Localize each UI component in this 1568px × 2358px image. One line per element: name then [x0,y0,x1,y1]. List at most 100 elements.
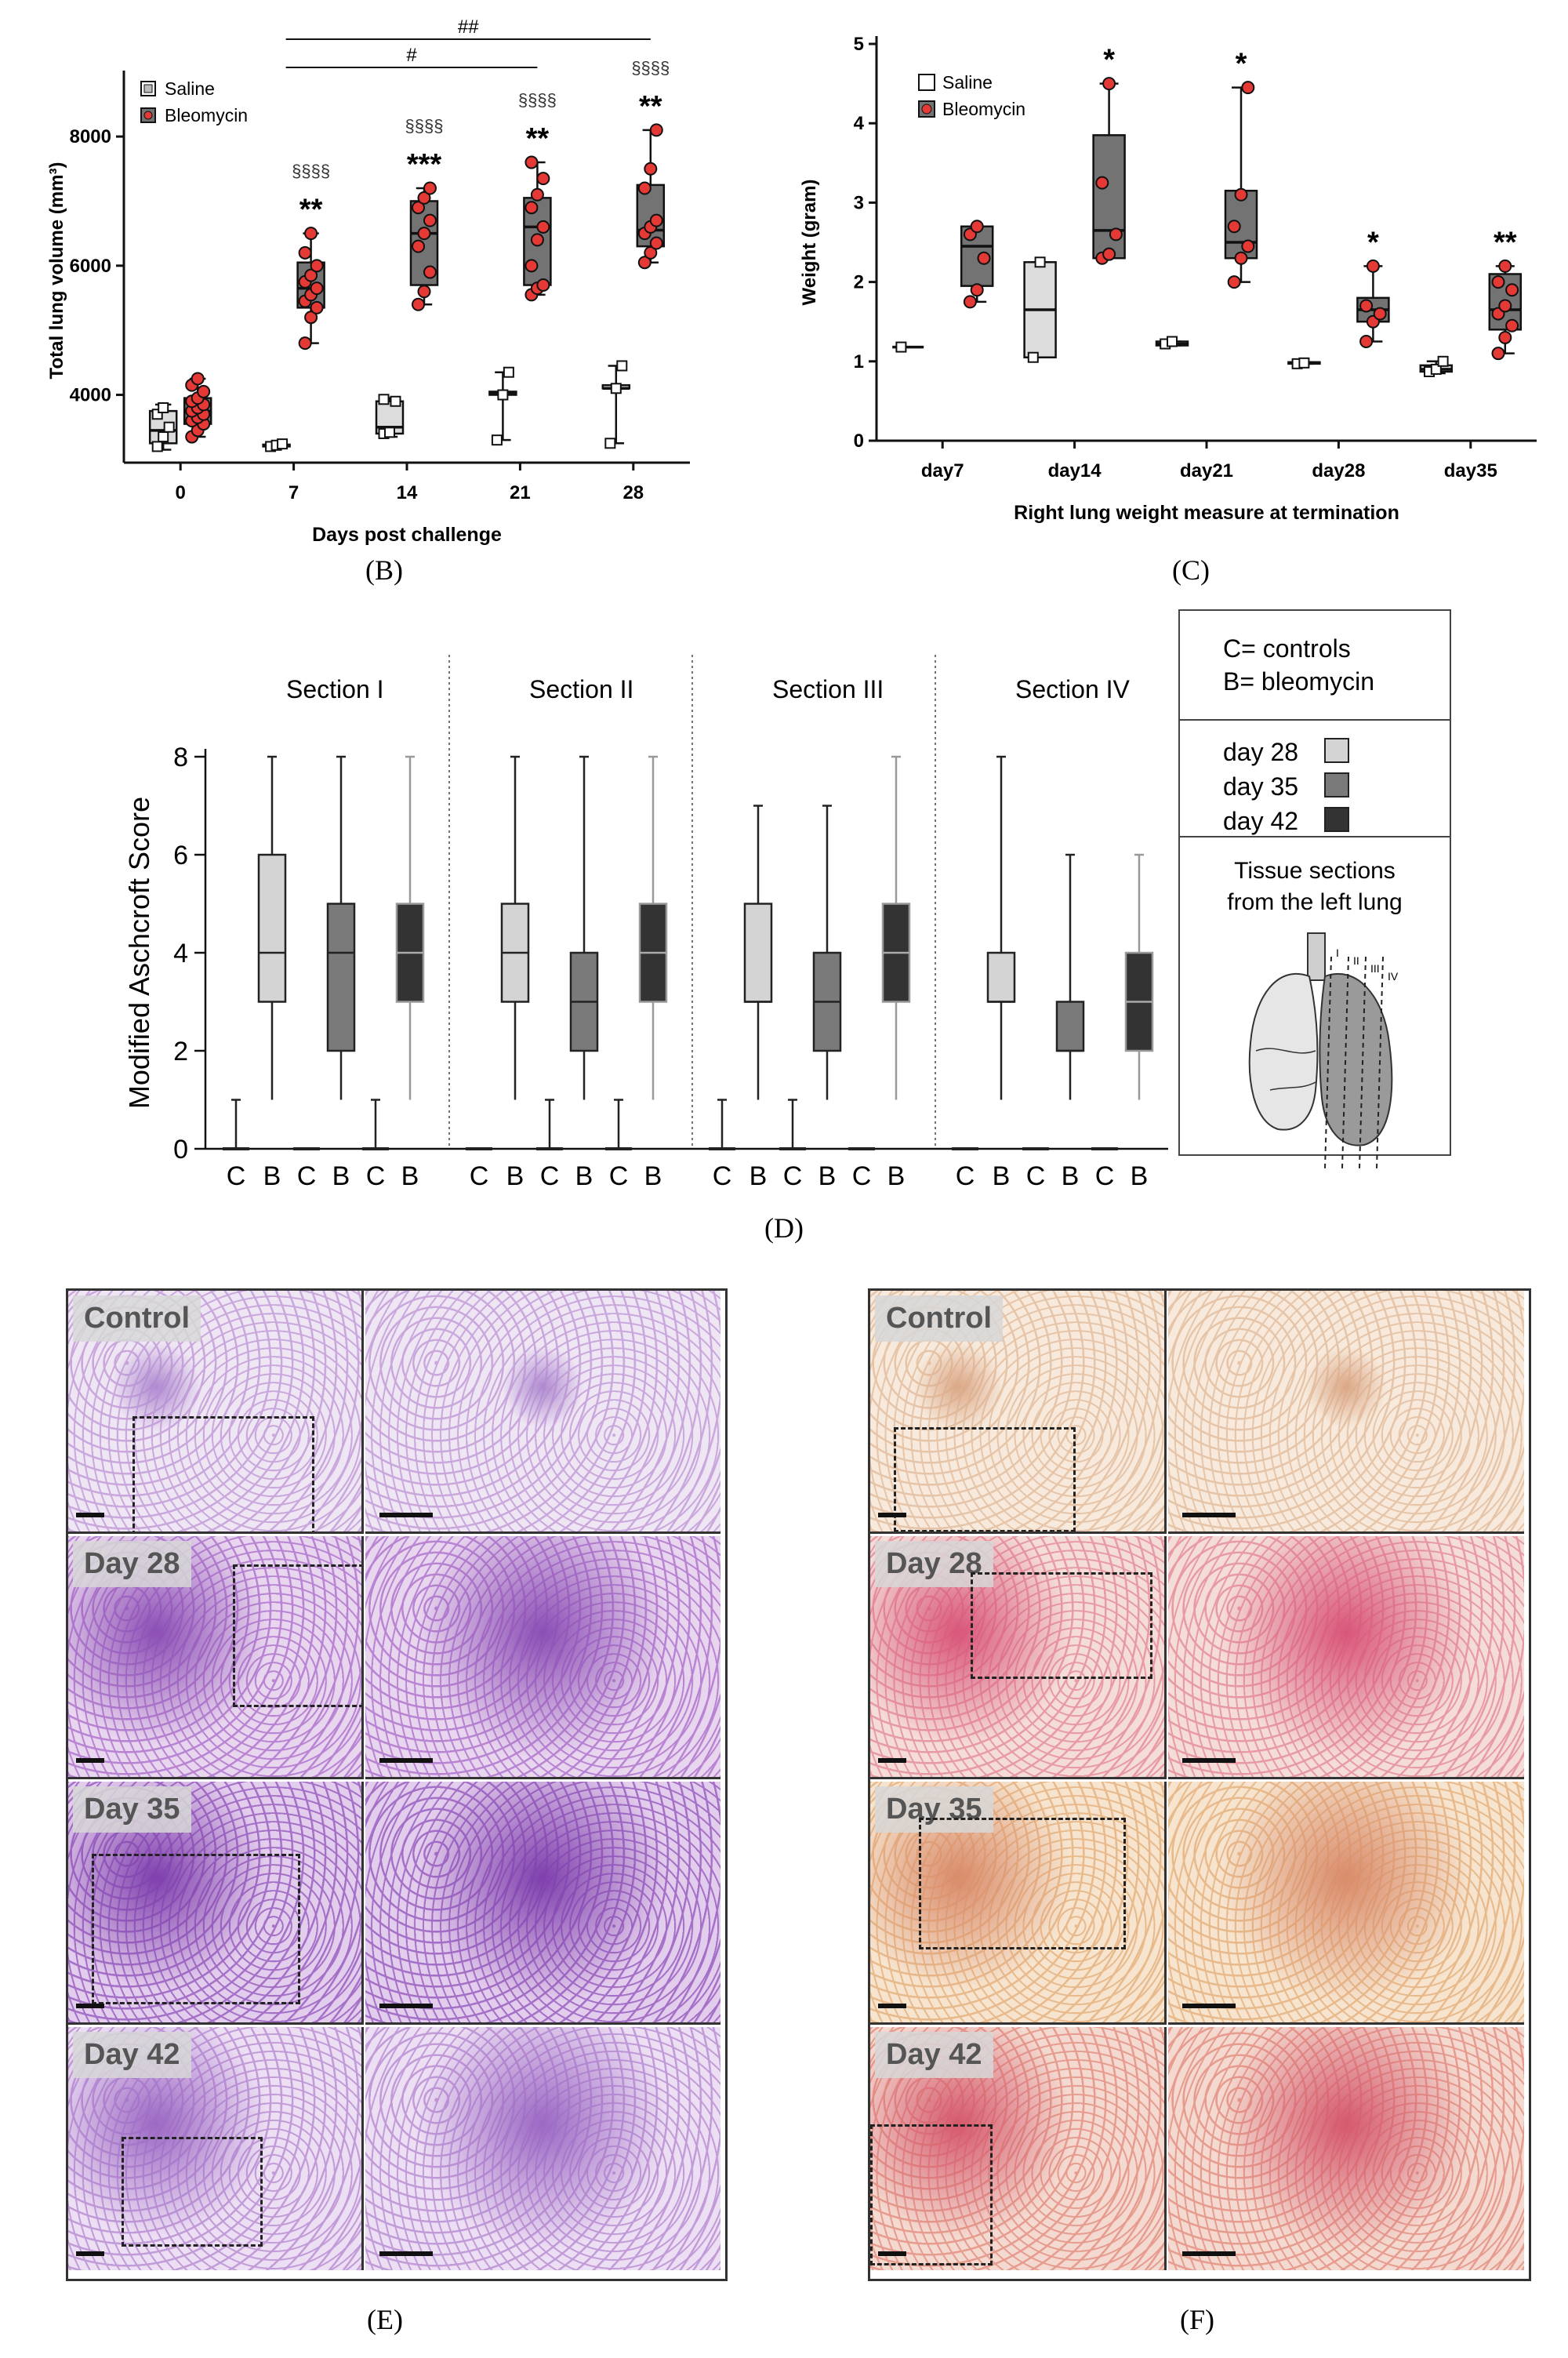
data-point-bleomycin [197,384,211,398]
x-tick-label: C [297,1161,317,1191]
y-tick-label: 8000 [70,126,111,147]
x-tick-label: C [540,1161,560,1191]
data-point-bleomycin [1498,299,1512,313]
x-tick-label: C [1095,1161,1115,1191]
data-point-bleomycin [304,227,318,241]
panel-label-b: (B) [365,554,403,586]
data-point-bleomycin [649,213,663,227]
histology-grid-he: Control Day 28 Day 35 Day 42 [66,1288,728,2281]
x-tick-label: C [366,1161,386,1191]
legend-label-bleomycin: Bleomycin [942,99,1025,119]
data-point-bleomycin [298,245,312,260]
histology-tile-overview: Control [870,1291,1167,1534]
data-point-bleomycin [423,181,437,195]
data-point-saline [378,394,390,405]
significance-stars: ** [639,90,662,123]
x-tick-label: B [993,1161,1011,1191]
scale-bar [76,2251,104,2256]
histology-grid-sirius: Control Day 28 Day 35 Day 42 [868,1288,1531,2281]
significance-stars: * [1367,226,1379,259]
y-axis-title: Weight (gram) [799,180,820,306]
data-point-saline [503,366,514,378]
x-axis-title: Right lung weight measure at termination [1014,502,1399,524]
data-point-saline [895,341,907,353]
data-point-bleomycin [1505,283,1519,297]
data-point-bleomycin [524,259,539,273]
data-point-saline [1034,256,1046,268]
significance-stars: ** [299,194,323,227]
box-bleomycin [1092,134,1126,260]
zoom-region-outline [122,2137,263,2247]
scale-bar [878,2004,906,2008]
scale-bar [379,1758,433,1763]
data-point-bleomycin [970,283,984,297]
scale-bar [379,1513,433,1517]
data-point-bleomycin [1359,299,1374,313]
legend-label-saline: Saline [165,78,215,99]
y-tick-label: 2 [854,272,864,293]
x-tick-label: C [470,1161,489,1191]
legend-day-label: day 28 [1223,738,1298,766]
legend-day-swatch [1324,772,1349,798]
x-tick-label: B [1062,1161,1080,1191]
data-point-bleomycin [310,300,324,314]
data-point-bleomycin [1491,275,1505,289]
histology-tile-zoom [1168,1782,1524,2025]
scale-bar [379,2004,433,2008]
x-tick-label: C [956,1161,975,1191]
histology-row-label: Day 42 [875,2032,993,2078]
legend-swatch-saline [918,74,935,91]
x-tick-label: B [575,1161,593,1191]
y-axis-title: Total lung volume (mm³) [46,162,67,380]
data-point-saline [610,383,622,394]
data-point-bleomycin [963,295,977,309]
scale-bar [878,1758,906,1763]
chart-total-lung-volume: 4000 6000 8000 0 7 14 21 28 Days post challenge T… [46,16,690,546]
data-point-saline [390,395,401,407]
legend-label-bleomycin: Bleomycin [165,105,248,125]
x-tick-label: day35 [1444,460,1497,481]
chart-right-lung-weight: 0 1 2 3 4 5 day7 day14 day21 day28 day35 Right lung… [799,34,1537,524]
data-point-bleomycin [536,172,550,186]
x-tick-label: day21 [1180,460,1233,481]
data-point-bleomycin [417,227,431,241]
score-box [743,903,773,1003]
y-tick-label: 2 [173,1037,188,1066]
x-tick-label: C [713,1161,732,1191]
legend-day-label: day 42 [1223,807,1298,835]
panel-label-d: (D) [764,1212,804,1244]
y-tick-label: 0 [854,431,864,452]
tissue-caption: Tissue sections [1234,858,1396,884]
x-tick-label: 14 [397,482,418,503]
scale-bar [76,1758,104,1763]
data-point-bleomycin [310,282,324,296]
histology-tile-zoom [365,1536,720,1779]
data-point-saline [163,421,175,433]
histology-tile-zoom [365,2027,720,2270]
histology-row-label: Day 35 [875,1786,993,1833]
data-point-bleomycin [524,155,539,169]
section-title: Section II [529,675,633,703]
x-tick-label: C [1026,1161,1046,1191]
score-box [986,951,1016,1003]
section-cut-line [1376,956,1384,1169]
x-tick-label: B [644,1161,662,1191]
data-point-saline [1167,336,1178,347]
histology-row-label: Day 28 [73,1541,191,1587]
data-point-saline [604,438,616,449]
legend-label-saline: Saline [942,72,993,93]
significance-stars: * [1103,44,1115,77]
y-tick-label: 1 [854,351,864,372]
data-point-bleomycin [417,285,431,299]
data-point-saline [277,438,289,450]
x-tick-label: day28 [1312,460,1365,481]
y-tick-label: 6000 [70,256,111,277]
data-point-bleomycin [412,297,426,311]
histology-row-label: Control [73,1295,201,1342]
data-point-bleomycin [536,278,550,292]
scale-bar [76,1513,104,1517]
significance-stars: ** [1494,226,1517,259]
histology-tile-overview: Day 35 [68,1782,364,2025]
x-tick-label: 28 [622,482,644,503]
zoom-region-outline [233,1564,361,1707]
